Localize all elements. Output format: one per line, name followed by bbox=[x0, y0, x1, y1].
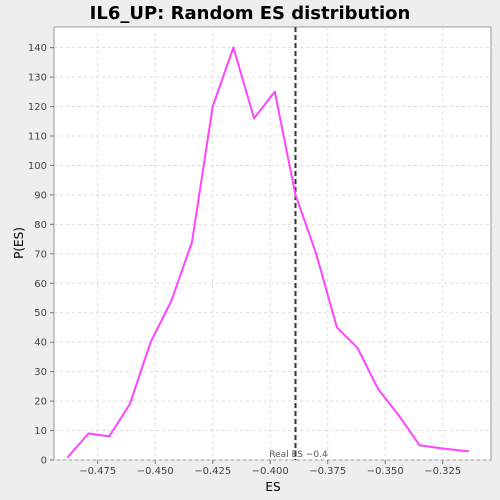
y-tick-label: 50 bbox=[34, 308, 47, 319]
y-tick-label: 110 bbox=[28, 131, 47, 142]
y-tick-label: 130 bbox=[28, 73, 47, 84]
data-point bbox=[66, 456, 69, 459]
data-point bbox=[108, 435, 111, 438]
y-tick-label: 0 bbox=[41, 456, 47, 467]
y-tick-label: 40 bbox=[34, 338, 47, 349]
y-tick-label: 70 bbox=[34, 249, 47, 260]
y-tick-label: 10 bbox=[34, 426, 47, 437]
y-axis-label: P(ES) bbox=[12, 227, 26, 259]
data-point bbox=[467, 450, 469, 453]
y-tick-label: 90 bbox=[34, 190, 47, 201]
y-tick-label: 20 bbox=[34, 397, 47, 408]
x-tick-label: −0.325 bbox=[424, 466, 461, 477]
reference-line-label: Real ES −0.4 bbox=[269, 450, 328, 460]
data-point bbox=[273, 90, 276, 93]
data-point bbox=[128, 403, 131, 406]
x-tick-label: −0.350 bbox=[367, 466, 404, 477]
data-point bbox=[211, 105, 214, 108]
data-point bbox=[315, 252, 318, 255]
data-point bbox=[398, 414, 400, 417]
y-tick-label: 100 bbox=[28, 161, 47, 172]
x-tick-label: −0.425 bbox=[194, 466, 231, 477]
y-tick-label: 30 bbox=[34, 367, 47, 378]
data-point bbox=[418, 444, 421, 447]
grid bbox=[54, 27, 491, 461]
data-point bbox=[294, 193, 297, 196]
y-tick-label: 120 bbox=[28, 102, 47, 113]
data-point bbox=[232, 46, 235, 49]
data-point bbox=[356, 347, 359, 350]
axis-ticks: −0.475 −0.450 −0.425 −0.400 −0.375 −0.350 −0.3… bbox=[28, 43, 461, 477]
data-point bbox=[377, 388, 380, 391]
data-point bbox=[335, 326, 338, 329]
data-point bbox=[149, 341, 152, 344]
y-tick-label: 80 bbox=[34, 220, 47, 231]
chart-title: IL6_UP: Random ES distribution bbox=[90, 3, 411, 24]
y-tick-label: 60 bbox=[34, 279, 47, 290]
data-point bbox=[191, 241, 193, 244]
x-axis-label: ES bbox=[265, 480, 280, 494]
data-point bbox=[170, 299, 173, 302]
data-point bbox=[253, 117, 256, 120]
reference-line-group: Real ES −0.4 bbox=[269, 27, 328, 460]
x-tick-label: −0.475 bbox=[79, 466, 116, 477]
series-group bbox=[66, 46, 469, 459]
data-point bbox=[87, 432, 90, 435]
x-tick-label: −0.375 bbox=[309, 466, 346, 477]
x-tick-label: −0.450 bbox=[137, 466, 174, 477]
y-tick-label: 140 bbox=[28, 43, 47, 54]
x-tick-label: −0.400 bbox=[252, 466, 289, 477]
series-line bbox=[67, 46, 469, 458]
plot-area bbox=[53, 26, 492, 461]
data-point bbox=[439, 447, 442, 450]
